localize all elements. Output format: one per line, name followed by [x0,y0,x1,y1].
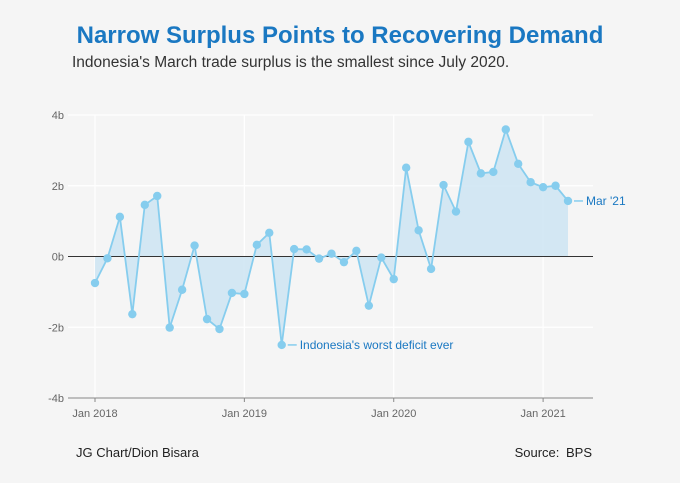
data-point [302,245,311,254]
data-point [202,314,212,324]
data-point [165,323,174,332]
y-tick-label: 4b [52,110,64,122]
data-point [90,278,100,288]
data-point [314,254,324,263]
data-point [103,254,112,263]
data-point [327,249,336,258]
area-fill-path [95,129,568,345]
data-point [352,246,361,256]
data-point [426,264,436,274]
area-fill [95,129,568,345]
data-point [389,274,398,284]
data-point [501,125,510,134]
credit-text: JG Chart/Dion Bisara [76,445,199,460]
data-points [90,125,573,350]
y-tick-label: 0b [52,252,64,264]
y-tick-label: -2b [48,322,64,334]
data-point [227,288,237,298]
data-point [215,324,224,334]
y-tick-label: -4b [48,393,64,405]
data-point [252,240,262,250]
tick-labels: 4b 2b 0b -2b -4b Jan 2018 Jan 2019 Jan 2020 Jan … [48,110,566,420]
data-point [476,169,486,178]
annotations: Indonesia's worst deficit ever Mar '21 [287,194,626,352]
data-point [140,200,149,210]
data-point [190,241,199,250]
data-point [177,285,187,294]
data-point [115,212,125,222]
data-point [526,178,535,187]
data-point [401,163,411,172]
data-point [451,207,461,216]
x-tick-label: Jan 2020 [371,408,416,420]
data-point [551,181,560,190]
data-point [265,228,274,237]
data-point [439,180,448,190]
data-point [289,244,299,254]
data-point [563,196,573,206]
x-tick-label: Jan 2018 [72,408,117,420]
data-point [538,182,548,192]
data-point [277,340,286,350]
data-point [377,253,386,262]
annotation-label: Mar '21 [586,194,626,208]
source-text: Source: BPS [514,445,592,460]
x-tick-label: Jan 2019 [222,408,267,420]
data-point [464,137,473,147]
data-point [514,159,523,169]
data-point [489,167,498,177]
data-point [153,191,162,201]
data-point [339,257,349,267]
data-point [364,301,374,310]
annotation-label: Indonesia's worst deficit ever [300,338,454,352]
data-point [240,289,249,299]
x-tick-label: Jan 2021 [520,408,565,420]
x-axis [68,397,593,402]
chart-subtitle: Indonesia's March trade surplus is the s… [72,54,510,71]
data-point [414,226,423,235]
chart-title: Narrow Surplus Points to Recovering Dema… [76,22,604,49]
data-point [128,309,137,319]
y-tick-label: 2b [52,181,64,193]
